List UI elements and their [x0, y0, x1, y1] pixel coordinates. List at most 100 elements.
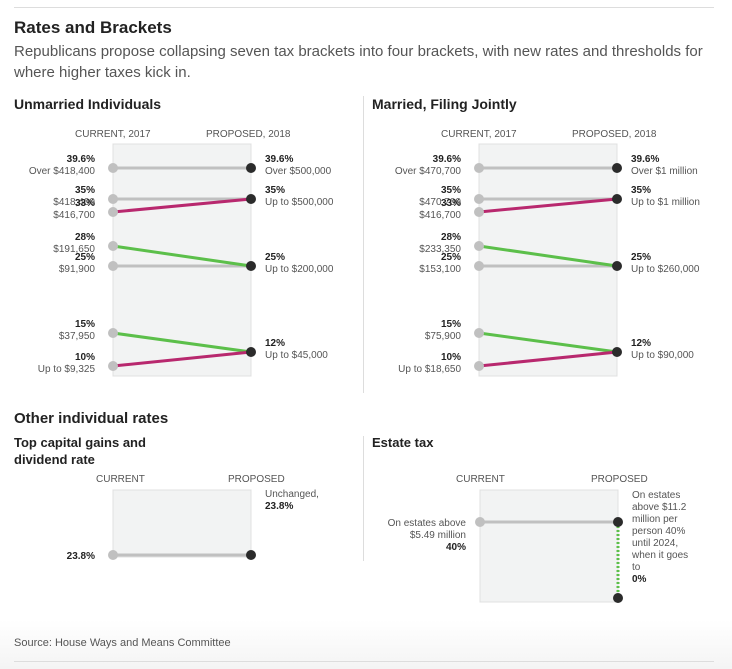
current-rate-dot	[108, 328, 118, 338]
proposed-rate-dot	[246, 261, 256, 271]
top-rule	[14, 7, 714, 8]
current-rate-label: 28%	[441, 232, 461, 243]
page-title: Rates and Brackets	[14, 18, 172, 37]
proposed-rate-label: 12%	[265, 338, 285, 349]
chart-title-capital-gains: Top capital gains and dividend rate	[14, 435, 146, 467]
bottom-rule	[14, 661, 714, 662]
proposed-rate-label: 23.8%	[265, 501, 293, 512]
proposed-rate-label: 39.6%	[265, 154, 293, 165]
current-rate-label: 28%	[75, 232, 95, 243]
estate-tax-chart: CURRENT PROPOSED On estates above$5.49 mil…	[388, 474, 688, 603]
proposed-threshold-label: Over $500,000	[265, 166, 332, 177]
other-rates-heading: Other individual rates	[14, 410, 169, 427]
current-rate-dot	[474, 207, 484, 217]
current-rate-label: 15%	[441, 319, 461, 330]
current-rate-dot	[474, 361, 484, 371]
current-rate-label: 33%	[75, 198, 95, 209]
current-rate-dot	[474, 194, 484, 204]
chart-title-unmarried: Unmarried Individuals	[14, 96, 162, 112]
current-threshold-label: $153,100	[419, 264, 461, 275]
column-header-current: CURRENT, 2017	[441, 129, 517, 140]
proposed-threshold-label: Up to $260,000	[631, 264, 700, 275]
proposed-rate-label: 35%	[631, 185, 651, 196]
current-rate-dot	[474, 261, 484, 271]
current-rate-label: 25%	[75, 252, 95, 263]
current-threshold-label: Up to $9,325	[38, 364, 96, 375]
current-rate-dot	[474, 328, 484, 338]
chart-title-estate: Estate tax	[372, 435, 434, 450]
column-divider-lower	[363, 436, 364, 561]
current-threshold-label: $418,400	[53, 197, 95, 208]
current-rate-label: 39.6%	[67, 154, 95, 165]
proposed-threshold-label: Up to $45,000	[265, 350, 328, 361]
bracket-link-down	[112, 244, 252, 268]
current-rate-label: 10%	[75, 352, 95, 363]
proposed-rate-dot	[246, 347, 256, 357]
column-header-proposed: PROPOSED	[591, 474, 648, 485]
column-header-current: CURRENT, 2017	[75, 129, 151, 140]
current-rate-dot	[108, 163, 118, 173]
proposed-rate-dot	[612, 261, 622, 271]
current-note-line: On estates above	[388, 518, 467, 529]
current-rate-label: 39.6%	[433, 154, 461, 165]
bracket-link-down	[112, 331, 252, 354]
current-rate-dot	[108, 361, 118, 371]
current-threshold-label: $233,350	[419, 244, 461, 255]
proposed-rate-dot	[612, 347, 622, 357]
current-threshold-label: Up to $18,650	[398, 364, 461, 375]
current-rate-dot	[475, 517, 485, 527]
proposed-note-line: On estates	[632, 490, 680, 501]
proposed-note: Unchanged,	[265, 489, 319, 500]
current-rate-label: 15%	[75, 319, 95, 330]
current-rate-label: 35%	[75, 185, 95, 196]
chart-background	[479, 489, 619, 603]
current-rate-label: 23.8%	[67, 551, 95, 562]
proposed-rate-label: 35%	[265, 185, 285, 196]
proposed-rate-dot	[246, 550, 256, 560]
proposed-note-line: above $11.2	[632, 502, 687, 513]
proposed-end-dot	[613, 593, 623, 603]
proposed-rate-label: 25%	[631, 252, 651, 263]
proposed-note-line: to	[632, 562, 641, 573]
proposed-rate-dot	[246, 163, 256, 173]
bracket-link-up	[112, 350, 252, 368]
current-threshold-label: $416,700	[53, 210, 95, 221]
current-threshold-label: $75,900	[425, 331, 462, 342]
bracket-link-down	[478, 244, 618, 268]
current-rate-dot	[108, 241, 118, 251]
proposed-threshold-label: Up to $200,000	[265, 264, 334, 275]
proposed-rate-dot	[613, 517, 623, 527]
current-threshold-label: Over $418,400	[29, 166, 96, 177]
source-note: Source: House Ways and Means Committee	[14, 637, 231, 649]
bracket-link-up	[478, 197, 618, 214]
current-threshold-label: $470,700	[419, 197, 461, 208]
proposed-threshold-label: Up to $1 million	[631, 197, 700, 208]
current-rate-label: 10%	[441, 352, 461, 363]
current-rate-dot	[474, 241, 484, 251]
current-threshold-label: $37,950	[59, 331, 96, 342]
current-rate-label: 40%	[446, 542, 466, 553]
current-rate-dot	[108, 194, 118, 204]
subtitle: Republicans propose collapsing seven tax…	[14, 43, 703, 81]
current-rate-label: 33%	[441, 198, 461, 209]
current-rate-label: 35%	[441, 185, 461, 196]
column-header-proposed: PROPOSED, 2018	[206, 129, 291, 140]
proposed-note-line: until 2024,	[632, 538, 678, 549]
proposed-threshold-label: Up to $500,000	[265, 197, 334, 208]
current-rate-label: 25%	[441, 252, 461, 263]
proposed-note-line: person 40%	[632, 526, 685, 537]
bracket-link-up	[112, 197, 252, 214]
current-threshold-label: $191,650	[53, 244, 95, 255]
footer-background	[0, 620, 732, 669]
chart-title-married: Married, Filing Jointly	[372, 96, 517, 112]
column-header-proposed: PROPOSED	[228, 474, 285, 485]
proposed-rate-dot	[612, 194, 622, 204]
current-rate-dot	[474, 163, 484, 173]
column-header-proposed: PROPOSED, 2018	[572, 129, 657, 140]
current-rate-dot	[108, 261, 118, 271]
proposed-rate-dot	[246, 194, 256, 204]
current-rate-dot	[108, 550, 118, 560]
column-header-current: CURRENT	[456, 474, 505, 485]
